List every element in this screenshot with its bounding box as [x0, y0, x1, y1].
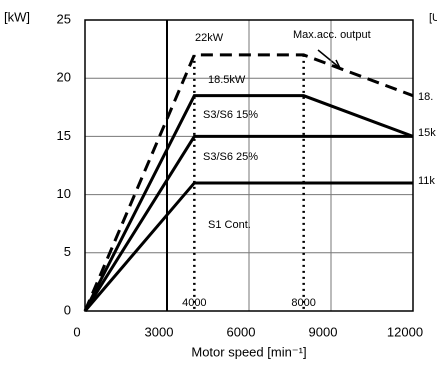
annotation: 18.5kW [208, 74, 246, 86]
data-line [83, 94, 414, 312]
x-tick-label: 0 [73, 324, 80, 339]
reference-label: 8000 [291, 297, 315, 309]
y-tick-label: 5 [64, 244, 71, 259]
plot-frame [84, 19, 414, 312]
x-tick-label: 9000 [309, 324, 338, 339]
data-line [83, 134, 413, 312]
data-line [83, 181, 413, 312]
series-label: S1 Cont. [208, 219, 251, 231]
y-tick-label: 25 [57, 11, 71, 26]
y-tick-label: 0 [64, 302, 71, 317]
y-axis-label: [kW] [4, 9, 30, 24]
series-label: S3/S6 25% [203, 151, 258, 163]
x-tick-label: 6000 [227, 324, 256, 339]
reference-label: 4000 [182, 297, 206, 309]
annotation: [U [429, 12, 437, 24]
y-tick-label: 20 [57, 70, 71, 85]
series-label: S3/S6 15% [203, 109, 258, 121]
series-label: Max.acc. output [293, 29, 371, 41]
y-tick-label: 15 [57, 128, 71, 143]
arrow [317, 49, 341, 69]
x-tick-label: 12000 [387, 324, 423, 339]
annotation: 22kW [195, 32, 224, 44]
data-line [83, 53, 414, 312]
y-tick-label: 10 [57, 186, 71, 201]
annotation: 15k [418, 127, 436, 139]
annotation: 18. [418, 91, 433, 103]
x-tick-label: 3000 [145, 324, 174, 339]
x-axis-label: Motor speed [min⁻¹] [191, 344, 306, 359]
annotation: 11k [418, 175, 435, 187]
